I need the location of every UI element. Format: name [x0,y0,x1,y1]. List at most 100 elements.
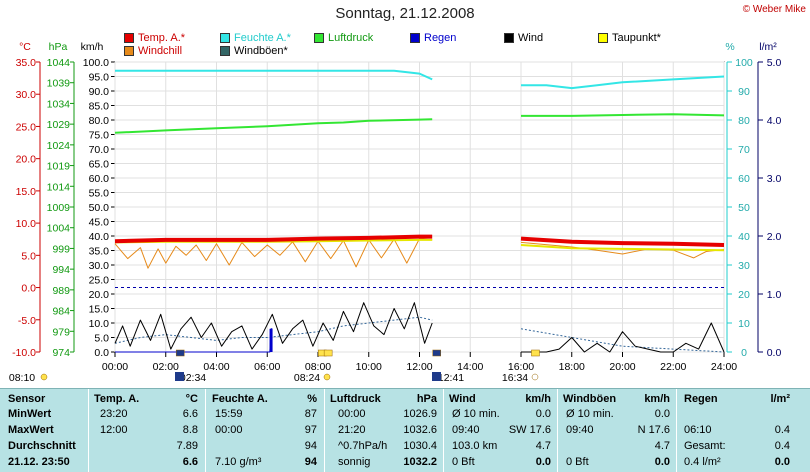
tick-label-time: 04:00 [203,361,229,373]
tick-label-temp: -5.0 [18,315,36,327]
table-cell: 0.0 [654,456,670,468]
tick-label-pressure: 1034 [47,98,71,110]
tick-label-wind: 15.0 [89,304,110,316]
tick-label-humidity: 30 [738,260,750,272]
table-row-label: MaxWert [8,424,54,436]
tick-label-time: 02:00 [153,361,179,373]
series-line [114,234,725,247]
copyright-text: © Weber Mike [742,4,806,15]
tick-label-humidity: 50 [738,202,750,214]
table-cell: Ø 10 min. [452,408,500,420]
legend-swatch [410,33,420,43]
legend-swatch [314,33,324,43]
legend-item: Feuchte A.* [220,32,291,44]
table-cell: 0.0 [774,456,790,468]
tick-label-time: 24:00 [711,361,737,373]
legend-swatch [220,33,230,43]
tick-label-time: 10:00 [356,361,382,373]
table-cell: 7.89 [176,440,198,452]
table-header-cell: km/h [525,393,551,405]
event-label: 12:41 [438,372,464,384]
tick-label-wind: 5.0 [94,333,109,345]
series-line [115,69,725,90]
legend-label: Wind [518,32,544,44]
legend-swatch [220,46,230,56]
table-cell: 6.6 [182,456,198,468]
table-column-divider [205,389,206,472]
tick-label-rain: 5.0 [767,57,782,69]
tick-label-humidity: 70 [738,144,750,156]
table-cell: Ø 10 min. [566,408,614,420]
legend-swatch [598,33,608,43]
legend-item: Luftdruck [314,32,373,44]
table-cell: 0.0 [654,408,670,420]
series-line [114,113,725,134]
table-header-cell: Luftdruck [330,393,381,405]
table-row-label: Durchschnitt [8,440,76,452]
tick-label-pressure: 979 [52,326,70,338]
table-cell: 0.4 l/m² [684,456,721,468]
tick-label-pressure: 994 [52,264,70,276]
tick-label-time: 20:00 [609,361,635,373]
table-cell: SW 17.6 [508,424,551,436]
tick-label-pressure: 1024 [47,140,71,152]
table-column-divider [88,389,89,472]
tick-label-time: 12:00 [406,361,432,373]
moon-icon [531,373,539,381]
tick-label-wind: 0.0 [94,347,109,359]
tick-label-wind: 40.0 [89,231,110,243]
temp-unit: °C [19,41,31,53]
legend-item: Taupunkt* [598,32,661,44]
event-label: 02:34 [180,372,206,384]
legend-label: Temp. A.* [138,32,186,44]
tick-label-time: 08:00 [305,361,331,373]
table-cell: 0.0 [535,408,551,420]
table-header-cell: Feuchte A. [212,393,268,405]
legend-item: Windchill [124,45,182,57]
table-cell: 0 Bft [452,456,475,468]
weather-chart: °C hPa km/h% l/m²100.095.090.085.080.075.07… [9,41,782,384]
table-cell: 15:59 [215,408,243,420]
tick-label-pressure: 1004 [47,223,71,235]
tick-label-wind: 20.0 [89,289,110,301]
table-column-divider [324,389,325,472]
table-cell: 1032.6 [403,424,437,436]
table-header-cell: km/h [644,393,670,405]
legend-label: Windchill [138,45,183,57]
event-label: 08:10 [9,372,35,384]
tick-label-wind: 65.0 [89,159,110,171]
tick-label-humidity: 40 [738,231,750,243]
table-header-cell: Windböen [563,393,617,405]
event-label: 08:24 [294,372,320,384]
tick-label-time: 18:00 [559,361,585,373]
table-cell: 09:40 [566,424,594,436]
tick-label-wind: 80.0 [89,115,110,127]
event-marker [323,349,333,357]
tick-label-wind: 95.0 [89,72,110,84]
table-cell: 103.0 km [452,440,498,452]
legend-label: Windböen* [234,45,288,57]
humidity-unit: % [725,41,734,53]
table-header-cell: Wind [449,393,476,405]
legend-item: Temp. A.* [124,32,185,44]
table-cell: 1026.9 [403,408,437,420]
tick-label-temp: 25.0 [16,121,37,133]
tick-label-humidity: 90 [738,86,750,98]
table-cell: 4.7 [535,440,551,452]
table-cell: 12:00 [100,424,128,436]
tick-label-pressure: 999 [52,243,70,255]
tick-label-pressure: 1019 [47,161,71,173]
tick-label-temp: 30.0 [16,89,37,101]
table-cell: 87 [304,408,317,420]
table-header-cell: Temp. A. [94,393,140,405]
tick-label-temp: -10.0 [12,347,36,359]
table-cell: 0 Bft [566,456,589,468]
sun-icon [40,373,48,381]
tick-label-rain: 0.0 [767,347,782,359]
table-cell: sonnig [338,456,371,468]
table-header-cell: % [307,393,317,405]
tick-label-pressure: 974 [52,347,70,359]
wind-unit: km/h [81,41,104,53]
table-cell: 06:10 [684,424,712,436]
tick-label-pressure: 1044 [47,57,71,69]
